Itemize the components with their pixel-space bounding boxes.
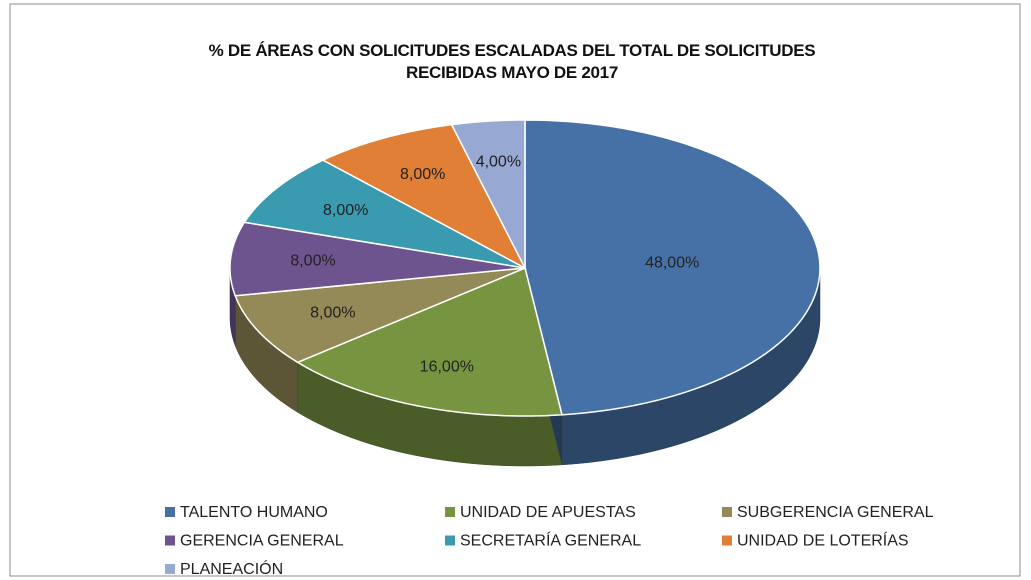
data-label: 8,00% <box>400 166 445 183</box>
pie-slice <box>296 266 563 417</box>
legend-label: UNIDAD DE LOTERÍAS <box>737 531 909 550</box>
legend-swatch <box>722 507 732 517</box>
pie-slice <box>243 159 526 269</box>
legend-swatch <box>722 535 732 546</box>
legend-label: GERENCIA GENERAL <box>180 533 344 550</box>
data-label: 8,00% <box>290 253 335 270</box>
pie-slice <box>229 221 526 297</box>
data-label: 16,00% <box>420 358 474 375</box>
legend-swatch <box>165 535 175 546</box>
legend-label: TALENTO HUMANO <box>180 504 328 521</box>
legend-label: SUBGERENCIA GENERAL <box>737 504 934 521</box>
legend-label: UNIDAD DE APUESTAS <box>460 504 636 521</box>
pie-slice <box>524 119 821 416</box>
legend-swatch <box>165 564 175 574</box>
data-label: 8,00% <box>323 202 368 219</box>
pie-slice <box>321 123 527 270</box>
data-label: 8,00% <box>310 305 355 322</box>
legend-label: SECRETARÍA GENERAL <box>460 531 641 550</box>
pie-slice <box>450 119 526 269</box>
legend-swatch <box>445 535 455 546</box>
chart-title: % DE ÁREAS CON SOLICITUDES ESCALADAS DEL… <box>208 41 816 82</box>
pie-slice <box>234 267 526 364</box>
data-label: 48,00% <box>645 255 699 272</box>
legend-swatch <box>165 507 175 517</box>
legend-swatch <box>445 507 455 517</box>
legend-label: PLANEACIÓN <box>180 559 283 578</box>
data-label: 4,00% <box>476 153 521 170</box>
